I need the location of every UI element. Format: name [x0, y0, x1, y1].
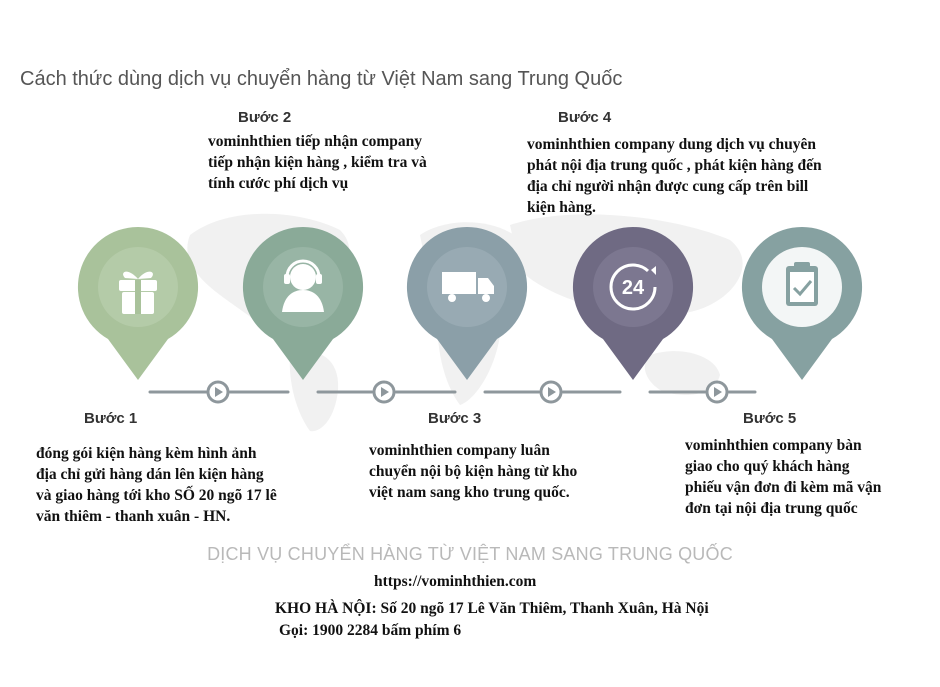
play-marker-icon: [372, 380, 396, 404]
step-2-label: Bước 2: [238, 109, 292, 126]
timeline-connector: [148, 380, 757, 404]
step-3-pin: [406, 226, 528, 380]
step-3-line: việt nam sang kho trung quốc.: [369, 484, 570, 501]
clipboard-check-icon: [786, 262, 818, 306]
step-1-description: đóng gói kiện hàng kèm hình ảnh địa chỉ …: [36, 443, 346, 527]
step-5-line: vominhthien company bàn: [685, 437, 862, 454]
step-3-line: chuyển nội bộ kiện hàng từ kho: [369, 463, 578, 480]
step-4-pin: 24: [572, 226, 694, 380]
step-3-label: Bước 3: [428, 410, 482, 427]
website-link[interactable]: https://vominhthien.com: [374, 573, 537, 590]
step-2-pin: [242, 226, 364, 380]
truck-icon: [442, 272, 494, 302]
step-4-line: kiện hàng.: [527, 199, 596, 216]
step-3-description: vominhthien company luân chuyển nội bộ k…: [369, 440, 659, 503]
play-marker-icon: [705, 380, 729, 404]
step-1-line: và giao hàng tới kho SỐ 20 ngõ 17 lê: [36, 487, 277, 504]
step-1-line: địa chỉ gửi hàng dán lên kiện hàng: [36, 466, 264, 483]
step-2-line: vominhthien tiếp nhận company: [208, 133, 423, 150]
step-1-label: Bước 1: [84, 410, 138, 427]
step-5-line: đơn tại nội địa trung quốc: [685, 500, 858, 517]
step-4-line: vominhthien company dung dịch vụ chuyên: [527, 136, 816, 153]
step-4-line: phát nội địa trung quốc , phát kiện hàng…: [527, 157, 822, 174]
step-5-description: vominhthien company bàn giao cho quý khá…: [685, 435, 935, 519]
play-marker-icon: [539, 380, 563, 404]
step-2-line: tiếp nhận kiện hàng , kiểm tra và: [208, 154, 427, 171]
step-5-pin: [741, 226, 863, 380]
play-marker-icon: [206, 380, 230, 404]
gift-icon: [119, 271, 157, 314]
step-4-description: vominhthien company dung dịch vụ chuyên …: [527, 134, 927, 218]
service-title: DỊCH VỤ CHUYỂN HÀNG TỪ VIỆT NAM SANG TRU…: [207, 544, 733, 564]
warehouse-address: KHO HÀ NỘI: Số 20 ngõ 17 Lê Văn Thiêm, T…: [275, 600, 709, 617]
step-2-description: vominhthien tiếp nhận company tiếp nhận …: [208, 131, 508, 194]
step-5-line: giao cho quý khách hàng: [685, 458, 850, 475]
step-4-line: địa chỉ người nhận được cung cấp trên bi…: [527, 178, 809, 195]
phone-number: Gọi: 1900 2284 bấm phím 6: [279, 622, 462, 639]
step-4-label: Bước 4: [558, 109, 612, 126]
24-hours-text: 24: [622, 277, 645, 299]
24-hours-icon: 24: [609, 263, 657, 311]
headset-agent-icon: [282, 259, 324, 312]
step-2-line: tính cước phí dịch vụ: [208, 175, 349, 192]
step-5-line: phiếu vận đơn đi kèm mã vận: [685, 479, 882, 496]
step-1-line: đóng gói kiện hàng kèm hình ảnh: [36, 445, 257, 462]
page-title: Cách thức dùng dịch vụ chuyển hàng từ Vi…: [20, 68, 623, 90]
step-5-label: Bước 5: [743, 410, 797, 427]
step-1-pin: [77, 226, 199, 380]
step-1-line: văn thiêm - thanh xuân - HN.: [36, 508, 231, 525]
step-3-line: vominhthien company luân: [369, 442, 550, 459]
